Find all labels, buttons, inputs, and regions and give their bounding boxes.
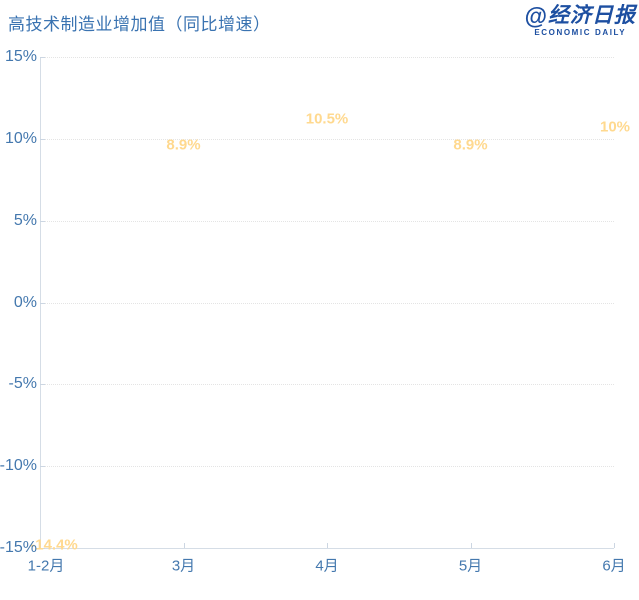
y-axis-label: -10% [0,457,37,475]
x-tick [183,543,185,548]
chart-title: 高技术制造业增加值（同比增速） [8,15,271,34]
y-tick [40,384,45,386]
logo-subtitle: ECONOMIC DAILY [534,28,627,37]
at-icon: @ [524,3,548,29]
x-axis-label: 6月 [602,557,626,575]
x-tick [327,543,328,548]
x-axis-label: 5月 [458,557,483,575]
y-tick [40,220,45,222]
y-axis-label: 10% [4,129,37,147]
logo-wordmark: @经济日报 [525,5,636,28]
gridline [40,138,614,140]
y-axis-label: 5% [13,211,37,229]
y-tick [40,57,45,58]
y-tick [40,548,45,549]
x-tick [40,543,41,548]
gridline [40,302,614,304]
y-tick [40,302,45,304]
gridline [40,384,614,386]
y-axis-label: 15% [4,48,37,65]
x-tick [614,543,615,548]
data-point-label: 10.5% [305,110,349,128]
y-tick [40,138,45,140]
data-point-label: 8.9% [453,136,488,154]
gridline [40,57,614,58]
y-tick [40,466,45,468]
x-tick [470,543,472,548]
y-axis-label: 0% [13,293,37,311]
economic-daily-logo: @经济日报 ECONOMIC DAILY [525,5,636,37]
data-point-label: 8.9% [166,136,201,154]
x-axis-label: 1-2月 [27,557,65,575]
data-point-label: -14.4% [30,536,78,554]
gridline [40,466,614,468]
y-axis-label: -15% [0,539,37,556]
logo-name: 经济日报 [548,4,636,27]
x-axis-line [40,548,614,549]
x-axis-label: 4月 [315,557,339,575]
y-axis-label: -5% [8,375,37,393]
gridline [40,220,614,222]
x-axis-label: 3月 [171,557,196,575]
data-point-label: 10% [599,118,631,136]
